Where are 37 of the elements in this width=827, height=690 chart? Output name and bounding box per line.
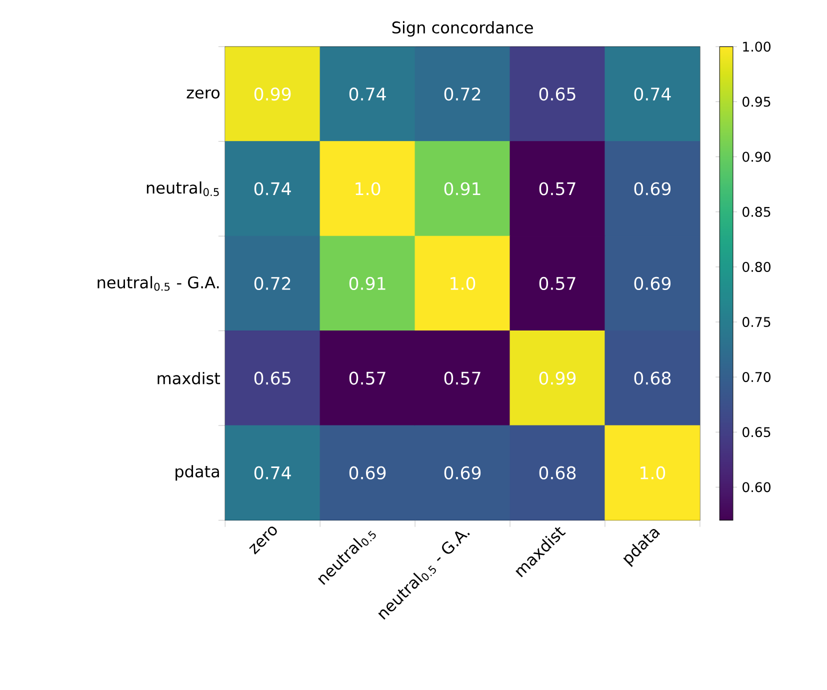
color-bar-label: 1.00	[743, 42, 770, 52]
data-label: 0.57	[444, 372, 480, 385]
data-label: 0.68	[539, 466, 576, 480]
data-label: 0.65	[539, 88, 576, 101]
color-bar-label: 0.75	[742, 317, 770, 328]
data-label: 0.91	[444, 182, 480, 196]
y-tick-label: pdata	[176, 465, 219, 481]
data-label: 0.99	[539, 372, 576, 385]
color-bar-label: 0.65	[742, 427, 770, 438]
data-label: 0.72	[444, 88, 480, 101]
y-tick-label: neutral$_{0.5}$ - G.A.	[98, 276, 219, 291]
data-label: 0.91	[349, 277, 386, 290]
data-label: 0.74	[254, 466, 291, 480]
color-bar-label: 0.85	[742, 206, 770, 218]
data-label: 0.72	[254, 277, 290, 290]
data-label: 0.57	[539, 277, 576, 290]
y-tick-label: neutral$_{0.5}$	[146, 182, 219, 196]
data-label: 0.99	[254, 88, 291, 101]
color-bar-label: 0.60	[742, 482, 770, 492]
data-label: 0.69	[634, 277, 671, 290]
color-bar-label: 0.80	[742, 262, 770, 272]
color-bar-label: 0.95	[742, 96, 770, 107]
data-label: 1.0	[356, 182, 380, 196]
data-label: 1.0	[450, 277, 476, 290]
color-bar-label: 0.70	[742, 372, 770, 382]
data-label: 0.69	[444, 466, 481, 480]
y-tick-label: zero	[186, 90, 220, 99]
y-tick-label: maxdist	[158, 372, 220, 385]
data-label: 0.74	[254, 182, 291, 196]
data-label: 0.74	[634, 88, 671, 101]
data-label: 1.0	[640, 466, 666, 480]
data-label: 0.57	[539, 182, 576, 196]
color-bar-label: 0.90	[742, 152, 770, 162]
data-label: 0.57	[349, 372, 386, 385]
data-label: 0.69	[634, 182, 671, 196]
data-label: 0.69	[349, 466, 386, 480]
chart-title: Sign concordance	[392, 21, 533, 37]
